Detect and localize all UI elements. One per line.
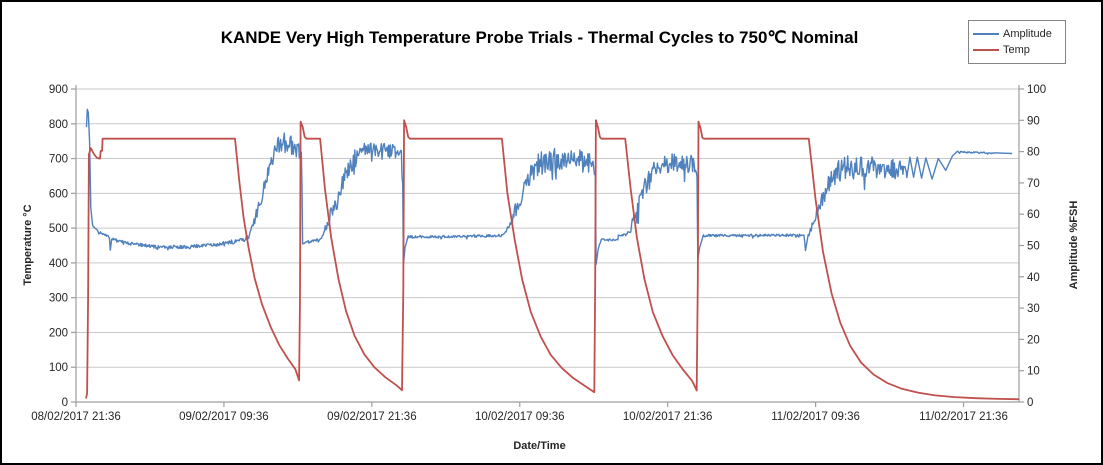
y-left-tick-label: 900 — [49, 84, 68, 96]
y-right-tick-label: 0 — [1027, 397, 1033, 409]
y-right-tick-label: 100 — [1027, 84, 1046, 96]
legend-item-temp: Temp — [973, 44, 1061, 57]
y-left-tick-label: 200 — [49, 327, 68, 339]
x-tick-label: 08/02/2017 21:36 — [31, 411, 121, 423]
y-right-tick-label: 90 — [1027, 115, 1040, 127]
y-right-tick-label: 20 — [1027, 334, 1040, 346]
y-right-tick-label: 60 — [1027, 209, 1040, 221]
x-tick-label: 09/02/2017 21:36 — [327, 411, 417, 423]
legend-item-amplitude: Amplitude — [973, 28, 1061, 41]
chart-title: KANDE Very High Temperature Probe Trials… — [220, 28, 859, 47]
x-tick-label: 10/02/2017 21:36 — [623, 411, 713, 423]
y-left-tick-label: 500 — [49, 223, 68, 235]
y-right-tick-label: 40 — [1027, 272, 1040, 284]
y-left-tick-label: 600 — [49, 188, 68, 200]
y-axis-right-title: Amplitude %FSH — [1068, 200, 1080, 290]
x-tick-label: 11/02/2017 09:36 — [771, 411, 860, 423]
x-tick-label: 09/02/2017 09:36 — [179, 411, 269, 423]
y-right-tick-label: 80 — [1027, 147, 1040, 159]
y-left-tick-label: 300 — [49, 293, 68, 305]
legend-label-temp: Temp — [1003, 43, 1030, 56]
y-axis-left-title: Temperature °C — [22, 204, 34, 286]
temp-line-swatch — [973, 49, 999, 51]
legend-label-amplitude: Amplitude — [1003, 27, 1052, 40]
x-axis-title: Date/Time — [513, 440, 566, 452]
amplitude-series-line — [85, 108, 1013, 265]
temp-series-line — [85, 119, 1020, 401]
x-tick-label: 10/02/2017 09:36 — [475, 411, 565, 423]
y-right-tick-label: 70 — [1027, 178, 1040, 190]
y-right-tick-label: 30 — [1027, 303, 1040, 315]
y-left-tick-label: 700 — [49, 154, 68, 166]
x-tick-label: 11/02/2017 21:36 — [919, 411, 1008, 423]
amplitude-line-swatch — [973, 33, 999, 35]
y-left-tick-label: 0 — [62, 397, 68, 409]
y-left-tick-label: 100 — [49, 362, 68, 374]
y-right-tick-label: 10 — [1027, 366, 1040, 378]
y-right-tick-label: 50 — [1027, 241, 1040, 253]
y-left-tick-label: 800 — [49, 119, 68, 131]
y-left-tick-label: 400 — [49, 258, 68, 270]
legend: Amplitude Temp — [968, 20, 1066, 64]
